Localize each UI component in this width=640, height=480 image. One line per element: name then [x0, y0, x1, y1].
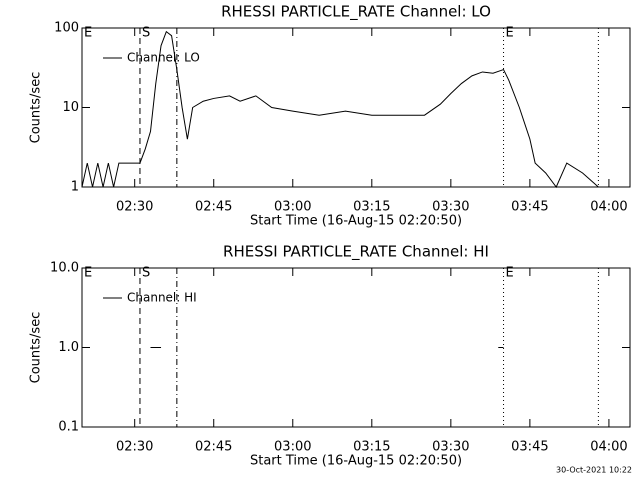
x-tick-label: 02:30 — [116, 440, 153, 455]
chart-title: RHESSI PARTICLE_RATE Channel: HI — [223, 243, 489, 262]
footer: 30-Oct-2021 10:22 — [556, 466, 632, 475]
y-tick-label: 10 — [62, 100, 79, 115]
y-axis-label: Counts/sec — [29, 312, 44, 384]
x-tick-label: 03:45 — [511, 440, 548, 455]
x-tick-label: 02:30 — [116, 200, 153, 215]
marker-label: E — [506, 26, 514, 41]
y-tick-label: 0.1 — [58, 420, 79, 435]
x-tick-label: 04:00 — [590, 200, 627, 215]
y-tick-label: 100 — [54, 21, 79, 36]
x-tick-label: 03:15 — [353, 440, 390, 455]
legend-label: Channel: HI — [127, 291, 197, 305]
marker-label: E — [506, 266, 514, 281]
x-tick-label: 03:00 — [274, 440, 311, 455]
x-tick-label: 04:00 — [590, 440, 627, 455]
marker-label: S — [142, 26, 150, 41]
x-tick-label: 03:30 — [432, 440, 469, 455]
y-tick-label: 1.0 — [58, 340, 79, 355]
y-axis-label: Counts/sec — [29, 72, 44, 144]
x-tick-label: 02:45 — [195, 200, 232, 215]
marker-label: S — [142, 266, 150, 281]
x-tick-label: 02:45 — [195, 440, 232, 455]
marker-label: E — [84, 266, 92, 281]
x-tick-label: 03:45 — [511, 200, 548, 215]
chart-title: RHESSI PARTICLE_RATE Channel: LO — [221, 3, 491, 22]
x-tick-label: 03:30 — [432, 200, 469, 215]
x-tick-label: 03:00 — [274, 200, 311, 215]
x-tick-label: 03:15 — [353, 200, 390, 215]
y-tick-label: 10.0 — [50, 261, 79, 276]
x-axis-label: Start Time (16-Aug-15 02:20:50) — [250, 454, 462, 469]
legend-label: Channel: LO — [127, 51, 200, 65]
x-axis-label: Start Time (16-Aug-15 02:20:50) — [250, 214, 462, 229]
marker-label: E — [84, 26, 92, 41]
series-line — [81, 30, 599, 188]
y-tick-label: 1 — [71, 180, 79, 195]
